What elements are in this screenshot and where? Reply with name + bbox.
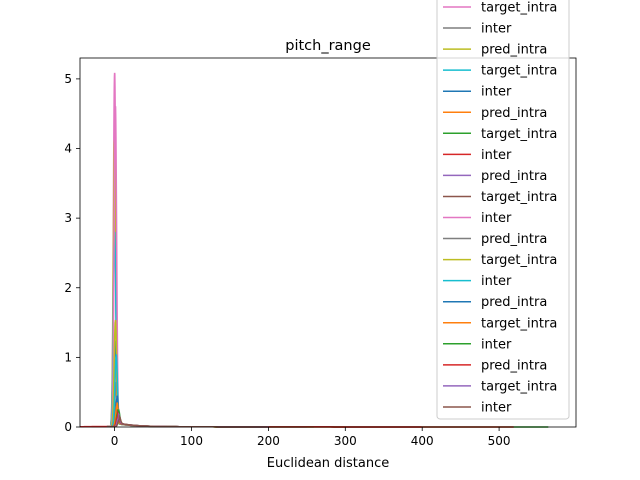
- x-axis-label: Euclidean distance: [267, 456, 390, 471]
- x-tick-label: 400: [411, 434, 434, 448]
- legend-label: target_intra: [481, 190, 557, 205]
- legend-label: target_intra: [481, 253, 557, 268]
- legend-label: inter: [481, 211, 512, 226]
- x-tick-label: 300: [334, 434, 357, 448]
- legend-label: target_intra: [481, 1, 557, 16]
- legend-label: inter: [481, 148, 512, 163]
- legend-label: pred_intra: [481, 358, 547, 373]
- legend-label: inter: [481, 337, 512, 352]
- legend-box: [436, 0, 570, 420]
- legend-label: target_intra: [481, 316, 557, 331]
- y-tick-label: 5: [64, 72, 72, 86]
- legend-label: target_intra: [481, 379, 557, 394]
- y-tick-label: 3: [64, 211, 72, 225]
- x-tick-label: 200: [257, 434, 280, 448]
- legend-label: pred_intra: [481, 169, 547, 184]
- axis-ticks: 0 100 200 300 400 500 0 1 2 3 4 5: [64, 72, 510, 448]
- x-tick-label: 0: [111, 434, 119, 448]
- legend-label: target_intra: [481, 64, 557, 79]
- legend-label: pred_intra: [481, 232, 547, 247]
- y-tick-label: 1: [64, 350, 72, 364]
- legend-label: inter: [481, 22, 512, 37]
- axes-border: [79, 57, 577, 428]
- legend-label: inter: [481, 400, 512, 415]
- legend-label: target_intra: [481, 127, 557, 142]
- x-tick-label: 100: [180, 434, 203, 448]
- legend-label: inter: [481, 85, 512, 100]
- legend-label: pred_intra: [481, 43, 547, 58]
- y-tick-label: 2: [64, 281, 72, 295]
- legend: target_intrainterpred_intratarget_intrai…: [436, 0, 570, 420]
- y-tick-label: 4: [64, 142, 72, 156]
- y-tick-label: 0: [64, 420, 72, 434]
- legend-label: pred_intra: [481, 295, 547, 310]
- chart-title: pitch_range: [285, 38, 371, 54]
- axes-frame: [79, 57, 577, 428]
- legend-label: pred_intra: [481, 106, 547, 121]
- x-tick-label: 500: [488, 434, 511, 448]
- legend-label: inter: [481, 274, 512, 289]
